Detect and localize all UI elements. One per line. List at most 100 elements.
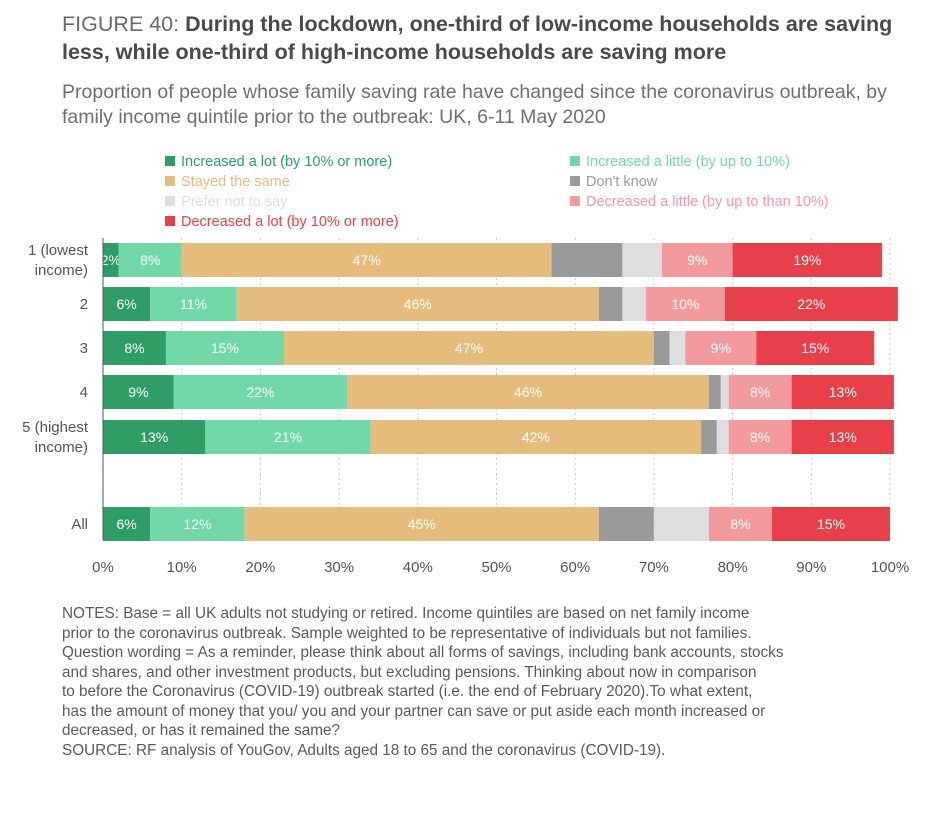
- category-label: 1 (lowest: [28, 242, 89, 259]
- notes-line: prior to the coronavirus outbreak. Sampl…: [62, 624, 752, 642]
- legend-swatch: [570, 196, 580, 206]
- bar-segment: [165, 331, 285, 365]
- bar-segment: [756, 331, 875, 365]
- bar-segment: [685, 331, 757, 365]
- x-tick-label: 20%: [245, 559, 275, 576]
- data-label: 13%: [829, 429, 857, 445]
- legend-swatch: [570, 176, 580, 186]
- bar-segment: [646, 287, 725, 321]
- bar-segment: [244, 507, 599, 541]
- category-label: 5 (highest: [22, 419, 89, 436]
- bar-segment: [791, 420, 894, 454]
- legend-swatch: [165, 156, 175, 166]
- data-label: 22%: [246, 384, 274, 400]
- data-label: 8%: [140, 252, 160, 268]
- bar-segment: [173, 375, 347, 409]
- bar-segment: [103, 420, 206, 454]
- data-label: 46%: [514, 384, 542, 400]
- bar-segment: [150, 287, 237, 321]
- legend-label: Decreased a lot (by 10% or more): [181, 214, 399, 230]
- chart-notes: NOTES: Base = all UK adults not studying…: [62, 604, 922, 760]
- legend-label: Increased a lot (by 10% or more): [181, 154, 392, 170]
- bar-segment: [653, 331, 670, 365]
- x-tick-label: 60%: [560, 559, 590, 576]
- data-label: 47%: [353, 252, 381, 268]
- bar-segment: [701, 420, 717, 454]
- bar-segment: [551, 243, 623, 277]
- bar-segment: [732, 243, 883, 277]
- bar-segment: [708, 375, 721, 409]
- legend-swatch: [165, 216, 175, 226]
- data-label: 47%: [455, 340, 483, 356]
- bar-segment: [370, 420, 702, 454]
- data-label: 22%: [797, 296, 825, 312]
- x-tick-label: 100%: [871, 559, 909, 576]
- bar-segment: [103, 507, 151, 541]
- bar-segment: [661, 243, 733, 277]
- bar-segment: [103, 331, 166, 365]
- data-label: 45%: [408, 516, 436, 532]
- x-tick-label: 10%: [167, 559, 197, 576]
- data-label: 9%: [687, 252, 707, 268]
- data-label: 21%: [274, 429, 302, 445]
- bar-segment: [622, 287, 647, 321]
- category-label: income): [35, 262, 88, 279]
- data-label: 19%: [793, 252, 821, 268]
- notes-line: NOTES: Base = all UK adults not studying…: [62, 605, 750, 622]
- legend-swatch: [165, 176, 175, 186]
- notes-line: to before the Coronavirus (COVID-19) out…: [62, 683, 753, 700]
- x-tick-label: 40%: [403, 559, 433, 576]
- bar-segment: [669, 331, 686, 365]
- data-label: 9%: [128, 384, 148, 400]
- bar-segment: [771, 507, 890, 541]
- category-label: 3: [80, 340, 88, 357]
- bar-segment: [181, 243, 552, 277]
- category-label: 4: [80, 384, 88, 401]
- bar-segment: [118, 243, 182, 277]
- data-label: 8%: [750, 429, 770, 445]
- x-tick-label: 50%: [481, 559, 511, 576]
- figure-headline: During the lockdown, one-third of low-in…: [62, 12, 893, 64]
- notes-line: decreased, or has it remained the same?: [62, 722, 341, 739]
- stacked-bar-chart: Increased a lot (by 10% or more) Increase…: [22, 154, 909, 576]
- legend-label: Prefer not to say: [181, 194, 288, 210]
- data-label: 6%: [116, 296, 136, 312]
- legend-label: Stayed the same: [181, 174, 290, 190]
- data-label: 8%: [124, 340, 144, 356]
- legend-label: Increased a little (by up to 10%): [586, 154, 790, 170]
- bar-segment: [598, 507, 654, 541]
- bar-segment: [791, 375, 894, 409]
- data-label: 15%: [211, 340, 239, 356]
- legend-swatch: [570, 156, 580, 166]
- data-label: 42%: [522, 429, 550, 445]
- notes-line: has the amount of money that you/ you an…: [62, 702, 766, 720]
- data-label: 46%: [404, 296, 432, 312]
- data-label: 15%: [801, 340, 829, 356]
- legend-label: Decreased a little (by up to than 10%): [586, 194, 829, 210]
- data-label: 13%: [140, 429, 168, 445]
- bar-segment: [103, 243, 119, 277]
- bar-segment: [598, 287, 623, 321]
- data-label: 10%: [671, 296, 699, 312]
- bar-segment: [284, 331, 654, 365]
- data-label: 2%: [101, 252, 121, 268]
- bar-segment: [205, 420, 371, 454]
- x-tick-label: 0%: [92, 559, 114, 576]
- data-label: 15%: [817, 516, 845, 532]
- bar-segment: [724, 287, 898, 321]
- bar-segment: [708, 507, 772, 541]
- data-label: 12%: [183, 516, 211, 532]
- legend-label: Don't know: [586, 174, 658, 190]
- chart-title: FIGURE 40: During the lockdown, one-thir…: [62, 10, 922, 66]
- data-label: 9%: [711, 340, 731, 356]
- data-label: 11%: [180, 296, 207, 312]
- bar-segment: [720, 375, 729, 409]
- bar-segment: [728, 420, 792, 454]
- bar-segment: [728, 375, 792, 409]
- source-line: SOURCE: RF analysis of YouGov, Adults ag…: [62, 741, 666, 759]
- bar-segment: [103, 287, 151, 321]
- bar-segment: [236, 287, 599, 321]
- notes-line: Question wording = As a reminder, please…: [62, 644, 784, 661]
- figure-label: FIGURE 40:: [62, 12, 186, 36]
- x-tick-label: 30%: [324, 559, 354, 576]
